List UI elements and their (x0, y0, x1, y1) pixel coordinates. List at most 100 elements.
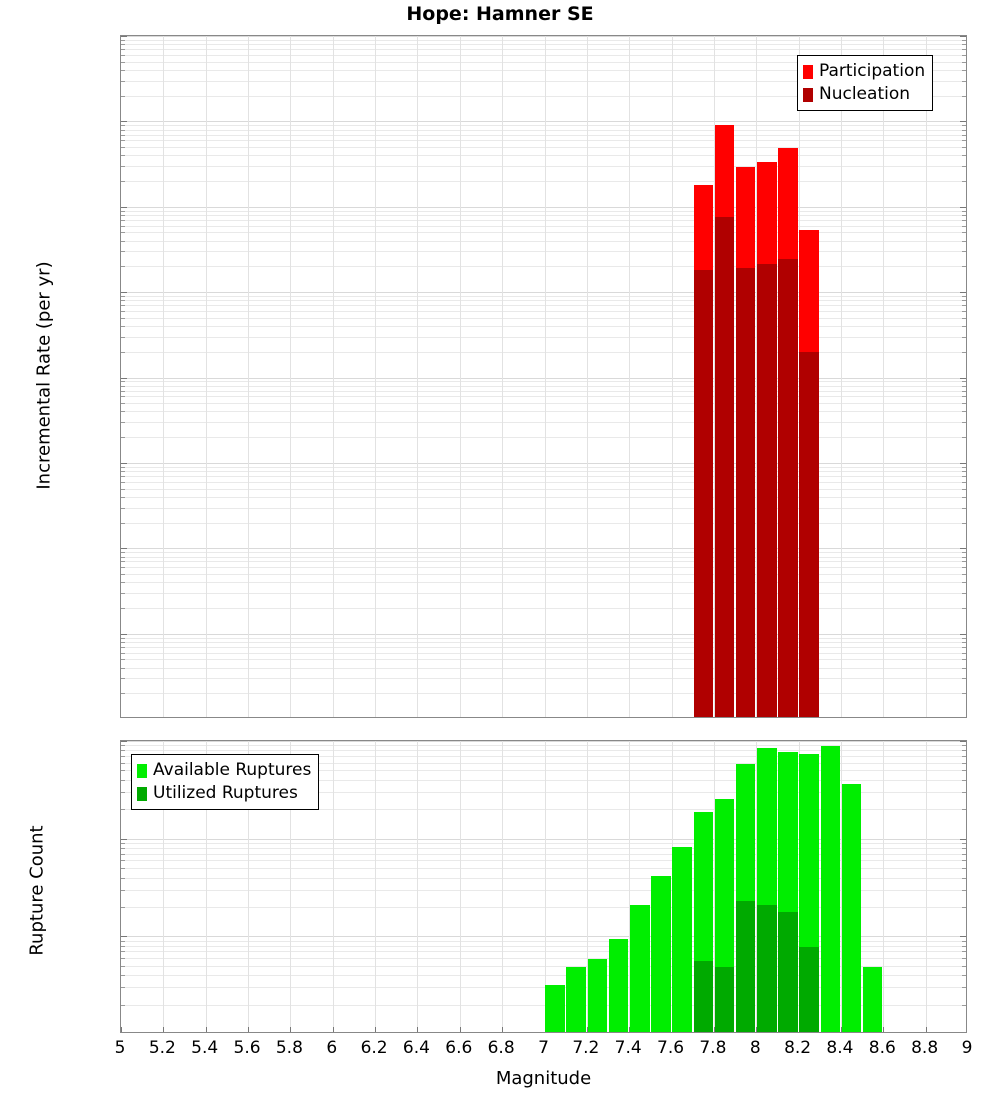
axis-tickmark (962, 848, 966, 849)
axis-tickmark (962, 241, 966, 242)
axis-tickmark (121, 391, 125, 392)
axis-tickmark (962, 232, 966, 233)
utilized-ruptures-swatch (137, 787, 147, 801)
incremental-rate-plot (120, 35, 967, 718)
axis-tickmark (962, 946, 966, 947)
axis-tickmark (121, 523, 125, 524)
axis-tickmark (962, 396, 966, 397)
legend-item-nucleation: Nucleation (803, 83, 925, 106)
axis-tickmark (121, 437, 125, 438)
vertical-gridline (333, 741, 334, 1032)
axis-tickmark (121, 44, 125, 45)
axis-tickmark (962, 659, 966, 660)
bar-incremental-rate-secondary (757, 264, 777, 717)
axis-tickmark (121, 936, 127, 937)
axis-tickmark (121, 647, 125, 648)
axis-tickmark (962, 318, 966, 319)
axis-tickmark (962, 311, 966, 312)
axis-tickmark (121, 292, 127, 293)
axis-tickmark (121, 147, 125, 148)
vertical-gridline (883, 36, 884, 717)
axis-tickmark (121, 337, 125, 338)
axis-tickmark (960, 741, 966, 742)
axis-tickmark (962, 337, 966, 338)
axis-tickmark (962, 422, 966, 423)
axis-tickmark (121, 951, 125, 952)
axis-tickmark (962, 130, 966, 131)
axis-tickmark (962, 668, 966, 669)
legend-label-nucleation: Nucleation (819, 86, 910, 103)
axis-tickmark (962, 693, 966, 694)
x-axis-tickmark (333, 1027, 334, 1032)
axis-tickmark (962, 391, 966, 392)
axis-tickmark (962, 125, 966, 126)
legend-item-utilized-ruptures: Utilized Ruptures (137, 782, 311, 805)
axis-tickmark (962, 1005, 966, 1006)
axis-tickmark (121, 497, 125, 498)
available-ruptures-swatch (137, 764, 147, 778)
axis-tickmark (962, 642, 966, 643)
axis-tickmark (121, 975, 125, 976)
axis-tickmark (962, 70, 966, 71)
legend-item-participation: Participation (803, 60, 925, 83)
axis-tickmark (121, 463, 127, 464)
x-axis-tick-label: 9 (937, 1038, 997, 1058)
axis-tickmark (121, 326, 125, 327)
axis-tickmark (121, 36, 127, 37)
axis-tickmark (121, 155, 125, 156)
axis-tickmark (962, 62, 966, 63)
axis-tickmark (962, 523, 966, 524)
axis-tickmark (962, 792, 966, 793)
vertical-gridline (206, 36, 207, 717)
axis-tickmark (121, 226, 125, 227)
axis-tickmark (962, 653, 966, 654)
axis-tickmark (121, 49, 125, 50)
axis-tickmark (121, 770, 125, 771)
axis-tickmark (121, 987, 125, 988)
x-axis-tickmark (290, 1027, 291, 1032)
vertical-gridline (629, 36, 630, 717)
axis-tickmark (121, 574, 125, 575)
axis-tickmark (962, 81, 966, 82)
bar-rupture-count-secondary (799, 947, 819, 1032)
axis-tickmark (121, 693, 125, 694)
axis-tickmark (962, 381, 966, 382)
bar-rupture-count-secondary (778, 912, 798, 1032)
vertical-gridline (841, 36, 842, 717)
axis-tickmark (121, 941, 125, 942)
axis-tickmark (962, 567, 966, 568)
axis-tickmark (962, 843, 966, 844)
bar-incremental-rate-secondary (778, 259, 798, 717)
axis-tickmark (121, 476, 125, 477)
axis-tickmark (962, 411, 966, 412)
axis-tickmark (962, 482, 966, 483)
bar-incremental-rate-secondary (799, 352, 819, 717)
bar-rupture-count-secondary (736, 901, 756, 1032)
axis-tickmark (962, 55, 966, 56)
axis-tickmark (962, 745, 966, 746)
axis-tickmark (962, 44, 966, 45)
axis-tickmark (962, 951, 966, 952)
legend-item-available-ruptures: Available Ruptures (137, 759, 311, 782)
rupture-count-legend: Available Ruptures Utilized Ruptures (131, 754, 319, 810)
axis-tickmark (121, 958, 125, 959)
axis-tickmark (121, 642, 125, 643)
vertical-gridline (290, 36, 291, 717)
participation-swatch (803, 65, 813, 79)
axis-tickmark (121, 966, 125, 967)
axis-tickmark (121, 890, 125, 891)
x-axis-tickmark (206, 1027, 207, 1032)
axis-tickmark (121, 839, 127, 840)
chart-title: Hope: Hamner SE (0, 3, 1000, 25)
axis-tickmark (962, 326, 966, 327)
axis-tickmark (962, 574, 966, 575)
axis-tickmark (960, 463, 966, 464)
axis-tickmark (962, 756, 966, 757)
axis-tickmark (962, 467, 966, 468)
axis-tickmark (962, 854, 966, 855)
axis-tickmark (121, 848, 125, 849)
legend-label-available-ruptures: Available Ruptures (153, 762, 311, 779)
axis-tickmark (962, 508, 966, 509)
axis-tickmark (121, 96, 125, 97)
axis-tickmark (962, 770, 966, 771)
